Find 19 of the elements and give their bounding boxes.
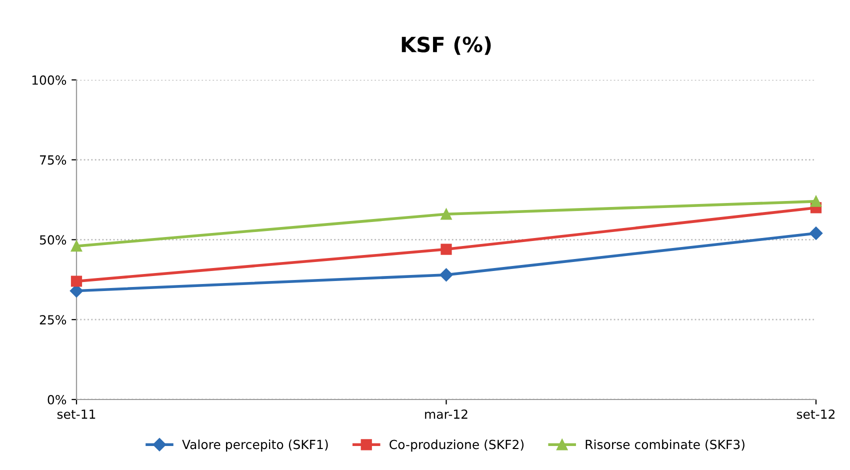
legend-label: Valore percepito (SKF1) [182,440,328,452]
y-tick-label: 25% [40,315,66,325]
x-tick-label: set-11 [57,410,96,419]
x-tick-label: set-12 [796,409,835,419]
point [70,240,82,252]
point [440,244,452,255]
legend-label: Risorse combinate (SKF3) [586,440,744,451]
y-tick-label: 50% [40,235,66,245]
y-tick-label: 75% [40,155,66,165]
x-tick-label: mar-12 [425,409,468,419]
legend-label: Co-produzione (SKF2) [390,440,524,452]
point [440,268,453,282]
point [809,226,823,240]
point [810,196,822,207]
chart-title: KSF (%) [402,36,491,55]
y-tick-label: 0% [48,394,66,404]
y-tick-label: 100% [32,75,66,85]
point [70,276,82,287]
point [440,208,452,220]
